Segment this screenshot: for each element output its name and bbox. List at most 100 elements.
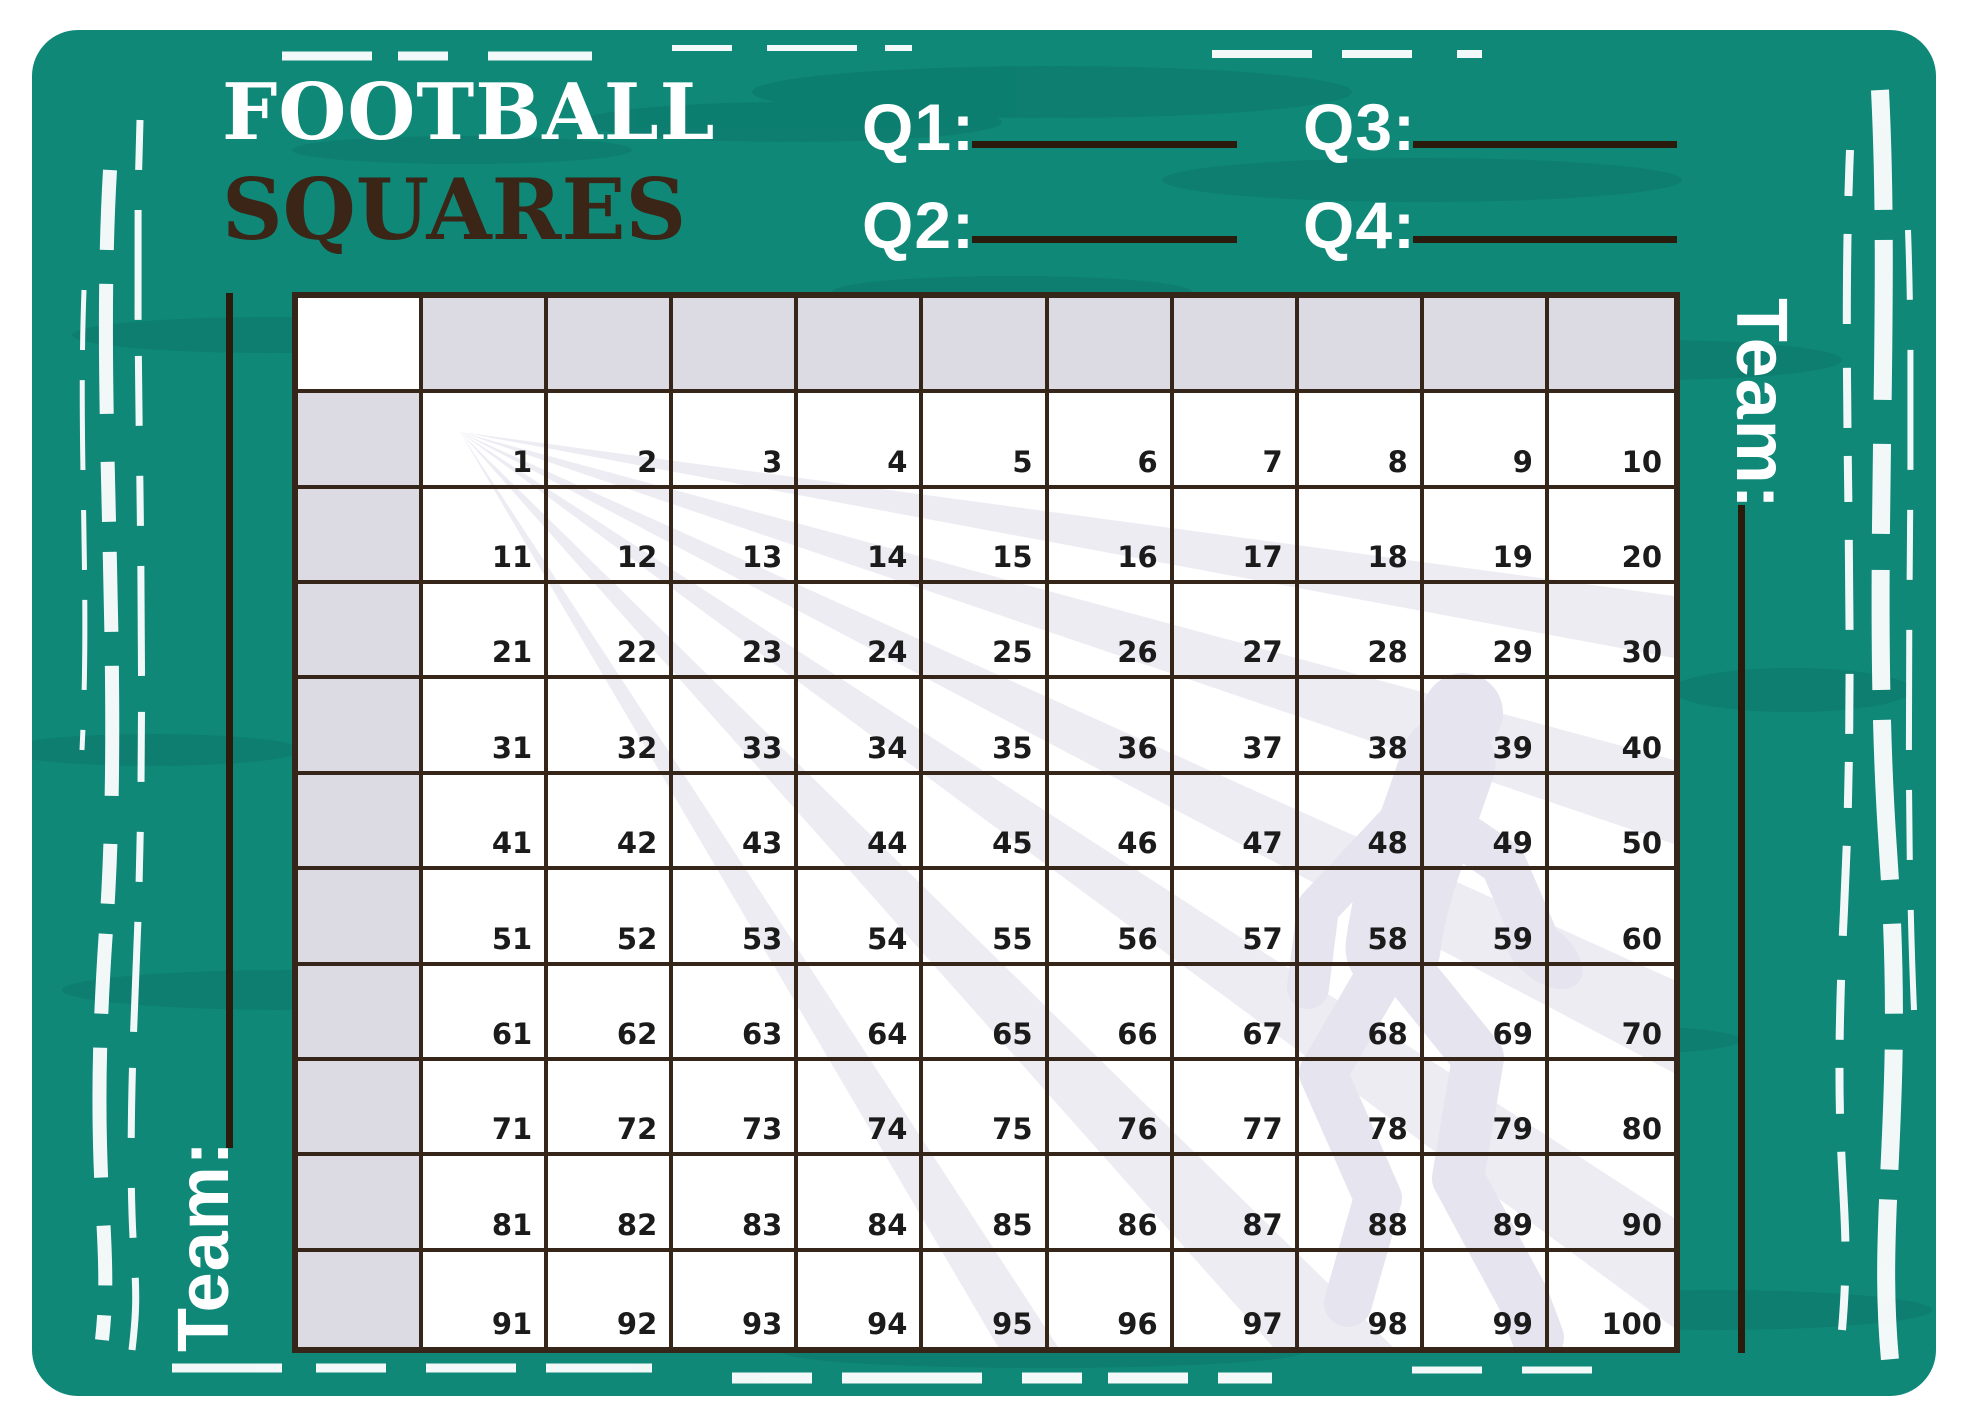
square-cell[interactable]: 1	[423, 393, 549, 489]
row-header-cell[interactable]	[298, 965, 424, 1061]
square-cell[interactable]: 43	[673, 774, 799, 871]
column-header-cell[interactable]	[798, 298, 924, 394]
square-cell[interactable]: 48	[1298, 774, 1424, 871]
square-cell[interactable]: 98	[1299, 1251, 1424, 1347]
square-cell[interactable]: 76	[1048, 1060, 1174, 1157]
square-cell[interactable]: 30	[1548, 584, 1674, 680]
square-cell[interactable]: 19	[1423, 488, 1549, 585]
square-cell[interactable]: 61	[423, 965, 549, 1061]
square-cell[interactable]: 45	[923, 774, 1049, 871]
square-cell[interactable]: 64	[798, 965, 924, 1061]
column-header-cell[interactable]	[1423, 298, 1549, 394]
square-cell[interactable]: 86	[1048, 1156, 1174, 1252]
square-cell[interactable]: 37	[1173, 679, 1299, 775]
square-cell[interactable]: 81	[423, 1156, 549, 1252]
square-cell[interactable]: 35	[923, 679, 1049, 775]
square-cell[interactable]: 4	[798, 393, 924, 489]
row-header-cell[interactable]	[298, 1060, 424, 1157]
square-cell[interactable]: 15	[923, 488, 1049, 585]
square-cell[interactable]: 93	[673, 1251, 799, 1347]
square-cell[interactable]: 17	[1173, 488, 1299, 585]
square-cell[interactable]: 49	[1423, 774, 1549, 871]
square-cell[interactable]: 73	[673, 1060, 799, 1157]
square-cell[interactable]: 8	[1298, 393, 1424, 489]
square-cell[interactable]: 90	[1548, 1156, 1674, 1252]
square-cell[interactable]: 24	[798, 584, 924, 680]
square-cell[interactable]: 94	[798, 1251, 924, 1347]
square-cell[interactable]: 36	[1048, 679, 1174, 775]
square-cell[interactable]: 91	[423, 1251, 549, 1347]
q2-score-blank[interactable]	[972, 236, 1237, 243]
square-cell[interactable]: 31	[423, 679, 549, 775]
square-cell[interactable]: 63	[673, 965, 799, 1061]
square-cell[interactable]: 55	[923, 870, 1049, 966]
square-cell[interactable]: 9	[1423, 393, 1549, 489]
column-header-cell[interactable]	[1548, 298, 1674, 394]
square-cell[interactable]: 32	[548, 679, 674, 775]
row-header-cell[interactable]	[298, 393, 424, 489]
square-cell[interactable]: 89	[1423, 1156, 1549, 1252]
square-cell[interactable]: 28	[1298, 584, 1424, 680]
square-cell[interactable]: 7	[1173, 393, 1299, 489]
square-cell[interactable]: 57	[1173, 870, 1299, 966]
square-cell[interactable]: 27	[1173, 584, 1299, 680]
square-cell[interactable]: 50	[1548, 775, 1674, 871]
square-cell[interactable]: 26	[1048, 584, 1174, 680]
column-header-cell[interactable]	[1048, 298, 1174, 394]
row-header-cell[interactable]	[298, 679, 424, 775]
column-header-cell[interactable]	[548, 298, 674, 394]
square-cell[interactable]: 68	[1298, 965, 1424, 1061]
square-cell[interactable]: 54	[798, 870, 924, 966]
square-cell[interactable]: 38	[1298, 679, 1424, 775]
square-cell[interactable]: 82	[548, 1156, 674, 1252]
square-cell[interactable]: 59	[1423, 870, 1549, 966]
square-cell[interactable]: 11	[423, 488, 549, 585]
square-cell[interactable]: 62	[548, 965, 674, 1061]
square-cell[interactable]: 74	[798, 1060, 924, 1157]
q4-score-blank[interactable]	[1413, 236, 1677, 243]
square-cell[interactable]: 39	[1423, 679, 1549, 775]
column-header-cell[interactable]	[923, 298, 1049, 394]
square-cell[interactable]: 13	[673, 488, 799, 585]
square-cell[interactable]: 66	[1048, 965, 1174, 1061]
row-header-cell[interactable]	[298, 584, 424, 680]
square-cell[interactable]: 80	[1548, 1061, 1674, 1157]
square-cell[interactable]: 51	[423, 870, 549, 966]
square-cell[interactable]: 14	[798, 488, 924, 585]
square-cell[interactable]: 40	[1548, 679, 1674, 775]
square-cell[interactable]: 65	[923, 965, 1049, 1061]
square-cell[interactable]: 79	[1423, 1060, 1549, 1157]
square-cell[interactable]: 71	[423, 1060, 549, 1157]
square-cell[interactable]: 97	[1174, 1251, 1299, 1347]
square-cell[interactable]: 10	[1548, 393, 1674, 489]
square-cell[interactable]: 77	[1173, 1060, 1299, 1157]
column-header-cell[interactable]	[1173, 298, 1299, 394]
square-cell[interactable]: 53	[673, 870, 799, 966]
row-header-cell[interactable]	[298, 870, 424, 966]
square-cell[interactable]: 25	[923, 584, 1049, 680]
team-left-name-blank[interactable]	[226, 293, 233, 1148]
square-cell[interactable]: 67	[1173, 965, 1299, 1061]
square-cell[interactable]: 34	[798, 679, 924, 775]
square-cell[interactable]: 56	[1048, 870, 1174, 966]
column-header-cell[interactable]	[1298, 298, 1424, 394]
square-cell[interactable]: 75	[923, 1060, 1049, 1157]
square-cell[interactable]: 88	[1298, 1156, 1424, 1252]
square-cell[interactable]: 87	[1173, 1156, 1299, 1252]
square-cell[interactable]: 69	[1423, 965, 1549, 1061]
square-cell[interactable]: 16	[1048, 488, 1174, 585]
square-cell[interactable]: 95	[923, 1251, 1049, 1347]
square-cell[interactable]: 42	[548, 774, 674, 871]
square-cell[interactable]: 6	[1048, 393, 1174, 489]
q3-score-blank[interactable]	[1413, 141, 1677, 148]
square-cell[interactable]: 96	[1049, 1251, 1174, 1347]
square-cell[interactable]: 33	[673, 679, 799, 775]
row-header-cell[interactable]	[298, 1251, 424, 1347]
square-cell[interactable]: 21	[423, 584, 549, 680]
square-cell[interactable]: 18	[1298, 488, 1424, 585]
square-cell[interactable]: 46	[1048, 774, 1174, 871]
row-header-cell[interactable]	[298, 488, 424, 585]
square-cell[interactable]: 99	[1424, 1251, 1549, 1347]
square-cell[interactable]: 72	[548, 1060, 674, 1157]
square-cell[interactable]: 41	[423, 774, 549, 871]
